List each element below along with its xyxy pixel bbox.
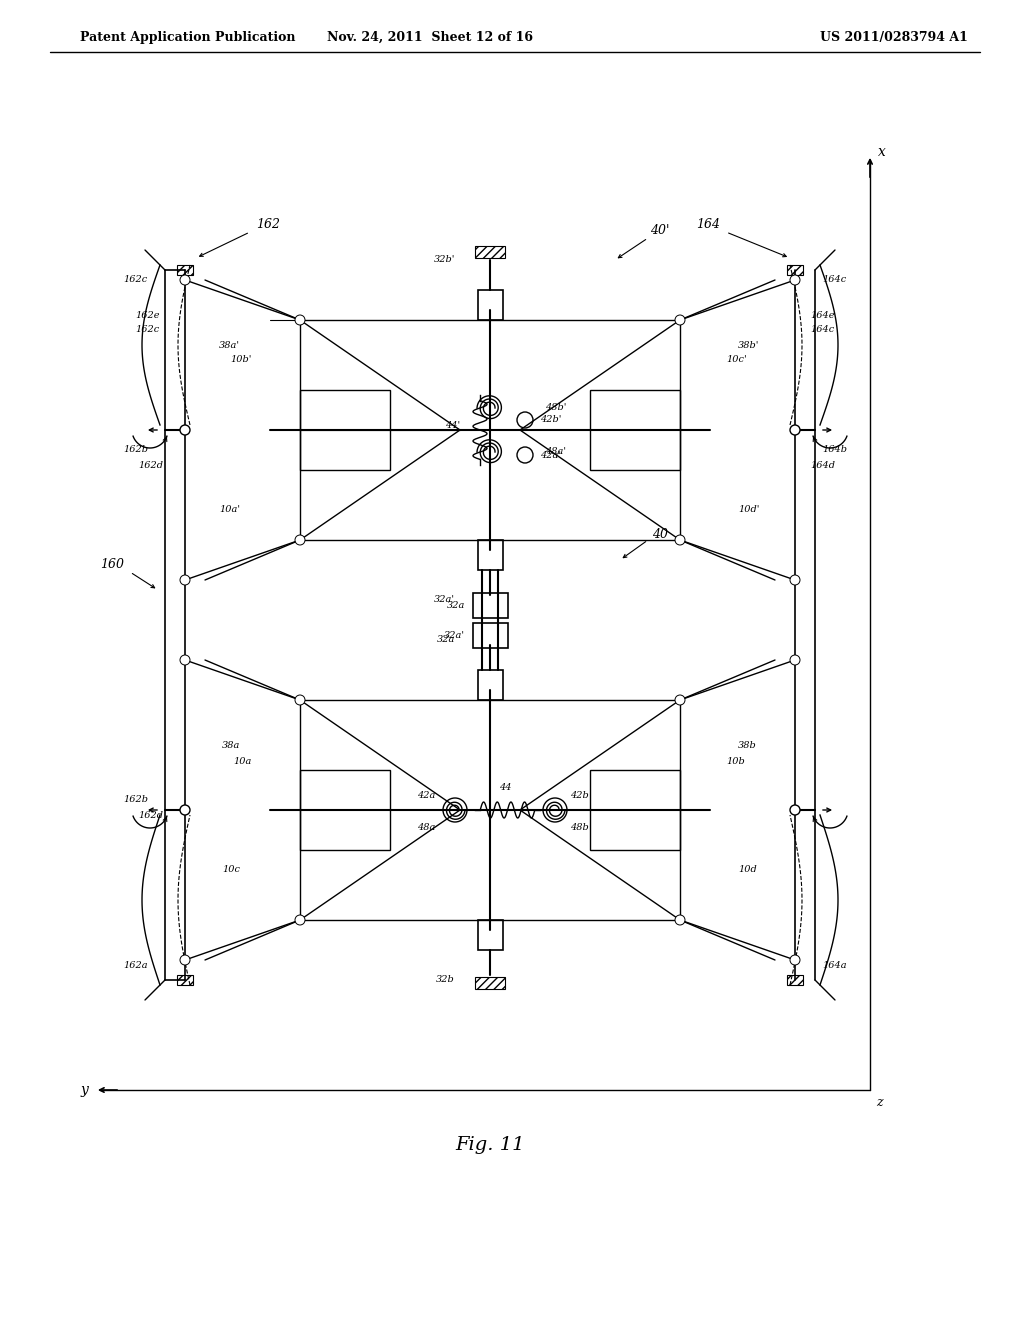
- Text: 40: 40: [652, 528, 668, 541]
- Polygon shape: [475, 246, 505, 257]
- Bar: [472, 593, 508, 618]
- Text: 162: 162: [256, 219, 280, 231]
- Text: 164e: 164e: [810, 310, 835, 319]
- Bar: [477, 290, 503, 319]
- Text: 32a': 32a': [434, 595, 455, 605]
- Text: 40': 40': [650, 223, 670, 236]
- Polygon shape: [787, 975, 803, 985]
- Text: 164c: 164c: [822, 276, 846, 285]
- Bar: [477, 671, 503, 700]
- Text: 44: 44: [499, 784, 511, 792]
- Text: 162b: 162b: [123, 446, 148, 454]
- Text: 10d: 10d: [738, 866, 757, 874]
- Text: 10b: 10b: [726, 758, 744, 767]
- Text: y: y: [80, 1082, 88, 1097]
- Circle shape: [180, 425, 190, 436]
- Circle shape: [295, 696, 305, 705]
- Text: 42a': 42a': [540, 450, 561, 459]
- Circle shape: [180, 275, 190, 285]
- Text: 38b': 38b': [738, 341, 760, 350]
- Text: 10c': 10c': [726, 355, 746, 364]
- Text: 32b': 32b': [433, 256, 455, 264]
- Circle shape: [295, 535, 305, 545]
- Text: 38a: 38a: [221, 741, 240, 750]
- Text: 162e: 162e: [135, 310, 160, 319]
- Circle shape: [180, 954, 190, 965]
- Bar: [300, 389, 390, 470]
- Text: 10b': 10b': [230, 355, 252, 364]
- Text: 164: 164: [696, 219, 720, 231]
- Circle shape: [675, 315, 685, 325]
- Text: 44': 44': [444, 421, 460, 429]
- Text: 48b: 48b: [570, 824, 589, 833]
- Polygon shape: [787, 265, 803, 275]
- Circle shape: [180, 576, 190, 585]
- Circle shape: [790, 954, 800, 965]
- Circle shape: [675, 535, 685, 545]
- Text: 42b': 42b': [540, 416, 561, 425]
- Text: 164a: 164a: [822, 961, 847, 969]
- Circle shape: [790, 576, 800, 585]
- Text: 42a: 42a: [417, 791, 435, 800]
- Text: 42b: 42b: [570, 791, 589, 800]
- Circle shape: [790, 275, 800, 285]
- Text: 38b: 38b: [738, 741, 757, 750]
- Text: 32a: 32a: [446, 601, 465, 610]
- Text: 48b': 48b': [545, 404, 566, 412]
- Circle shape: [180, 655, 190, 665]
- Circle shape: [675, 696, 685, 705]
- Bar: [300, 770, 390, 850]
- Polygon shape: [177, 265, 193, 275]
- Text: 162c: 162c: [136, 326, 160, 334]
- Circle shape: [180, 805, 190, 814]
- Text: 10a': 10a': [219, 506, 240, 515]
- Text: 162b: 162b: [123, 796, 148, 804]
- Circle shape: [675, 915, 685, 925]
- Polygon shape: [177, 975, 193, 985]
- Text: 164d: 164d: [810, 461, 835, 470]
- Bar: [590, 389, 680, 470]
- Bar: [472, 623, 508, 648]
- Text: Patent Application Publication: Patent Application Publication: [80, 30, 296, 44]
- Circle shape: [790, 655, 800, 665]
- Text: 164c: 164c: [810, 326, 835, 334]
- Text: Nov. 24, 2011  Sheet 12 of 16: Nov. 24, 2011 Sheet 12 of 16: [327, 30, 534, 44]
- Text: 32a': 32a': [444, 631, 465, 639]
- Polygon shape: [475, 977, 505, 989]
- Text: 162a: 162a: [123, 961, 148, 969]
- Text: 162d: 162d: [138, 810, 163, 820]
- Text: 10c: 10c: [222, 866, 240, 874]
- Circle shape: [790, 805, 800, 814]
- Text: 32b: 32b: [436, 975, 455, 985]
- Text: 32a: 32a: [436, 635, 455, 644]
- Text: 48a: 48a: [417, 824, 435, 833]
- Text: 160: 160: [100, 558, 124, 572]
- Circle shape: [295, 315, 305, 325]
- Bar: [590, 770, 680, 850]
- Text: 162d: 162d: [138, 461, 163, 470]
- Polygon shape: [475, 597, 505, 609]
- Bar: [477, 920, 503, 950]
- Bar: [477, 540, 503, 570]
- Text: 10d': 10d': [738, 506, 760, 515]
- Text: 38a': 38a': [219, 341, 240, 350]
- Circle shape: [295, 915, 305, 925]
- Text: US 2011/0283794 A1: US 2011/0283794 A1: [820, 30, 968, 44]
- Text: 162c: 162c: [124, 276, 148, 285]
- Text: 10a: 10a: [233, 758, 252, 767]
- Polygon shape: [475, 631, 505, 643]
- Text: Fig. 11: Fig. 11: [456, 1137, 524, 1154]
- Text: 48a': 48a': [545, 447, 566, 457]
- Text: x: x: [878, 145, 886, 158]
- Text: z: z: [876, 1096, 883, 1109]
- Circle shape: [790, 425, 800, 436]
- Text: 164b: 164b: [822, 446, 847, 454]
